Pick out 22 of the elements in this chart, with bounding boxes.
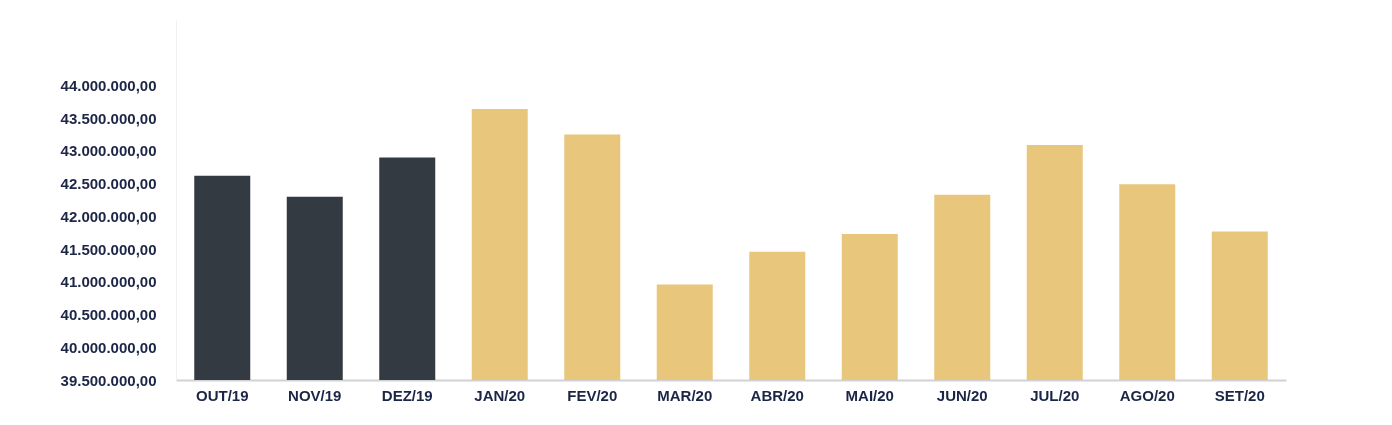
x-tick-label: JUL/20 <box>1030 386 1080 404</box>
y-tick-label: 44.000.000,00 <box>60 76 157 94</box>
y-tick-label: 43.000.000,00 <box>60 142 157 160</box>
x-tick-label: MAI/20 <box>845 386 894 404</box>
y-tick-label: 42.000.000,00 <box>60 207 157 225</box>
y-tick-label: 40.500.000,00 <box>60 306 157 324</box>
x-tick-label: FEV/20 <box>567 386 618 404</box>
x-tick-label: ABR/20 <box>750 386 804 404</box>
y-tick-label: 41.500.000,00 <box>60 240 157 258</box>
x-tick-label: JAN/20 <box>474 386 526 404</box>
x-tick-label: OUT/19 <box>195 386 249 404</box>
x-tick-label: AGO/20 <box>1119 386 1175 404</box>
x-tick-label: SET/20 <box>1214 386 1265 404</box>
x-tick-label: JUN/20 <box>936 386 988 404</box>
x-tick-label: DEZ/19 <box>381 386 433 404</box>
y-tick-label: 41.000.000,00 <box>60 273 157 291</box>
y-tick-label: 39.500.000,00 <box>60 371 157 389</box>
x-tick-label: NOV/19 <box>288 386 342 404</box>
y-tick-label: 42.500.000,00 <box>60 175 157 193</box>
y-tick-label: 40.000.000,00 <box>60 338 157 356</box>
x-tick-label: MAR/20 <box>657 386 713 404</box>
y-tick-label: 43.500.000,00 <box>60 109 157 127</box>
